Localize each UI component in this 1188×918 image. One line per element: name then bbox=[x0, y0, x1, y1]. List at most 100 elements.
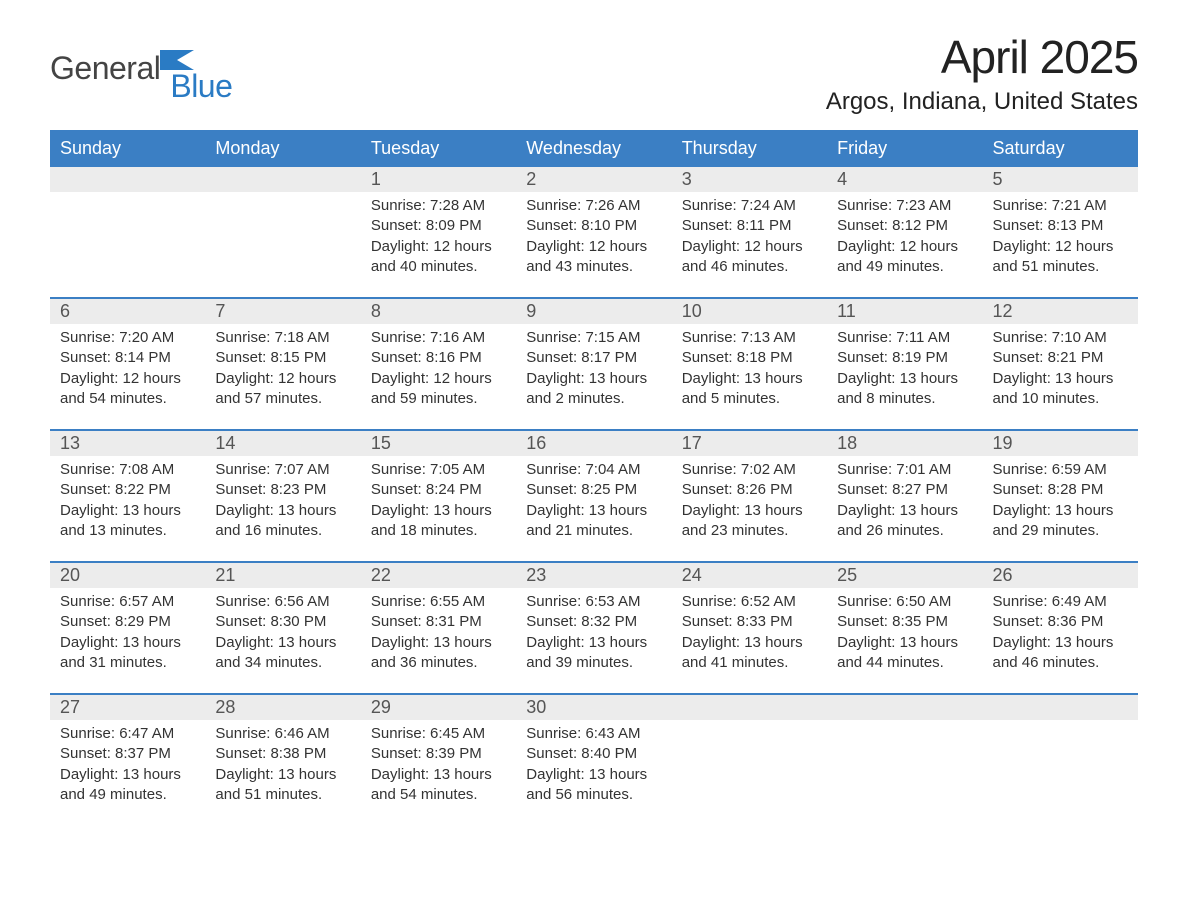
sunrise-text: Sunrise: 7:15 AM bbox=[526, 328, 661, 348]
day-number: 10 bbox=[672, 299, 827, 324]
dl2-text: and 54 minutes. bbox=[371, 785, 506, 805]
day-number: 24 bbox=[672, 563, 827, 588]
day-content: Sunrise: 7:10 AMSunset: 8:21 PMDaylight:… bbox=[983, 324, 1138, 419]
day-content: Sunrise: 7:28 AMSunset: 8:09 PMDaylight:… bbox=[361, 192, 516, 287]
day-content: Sunrise: 7:16 AMSunset: 8:16 PMDaylight:… bbox=[361, 324, 516, 419]
day-cell bbox=[672, 695, 827, 815]
sunrise-text: Sunrise: 7:13 AM bbox=[682, 328, 817, 348]
day-number: 13 bbox=[50, 431, 205, 456]
day-content: Sunrise: 7:20 AMSunset: 8:14 PMDaylight:… bbox=[50, 324, 205, 419]
sunrise-text: Sunrise: 6:45 AM bbox=[371, 724, 506, 744]
dl1-text: Daylight: 13 hours bbox=[60, 765, 195, 785]
dl1-text: Daylight: 13 hours bbox=[526, 501, 661, 521]
dl2-text: and 56 minutes. bbox=[526, 785, 661, 805]
day-content: Sunrise: 7:24 AMSunset: 8:11 PMDaylight:… bbox=[672, 192, 827, 287]
sunrise-text: Sunrise: 6:47 AM bbox=[60, 724, 195, 744]
dl1-text: Daylight: 12 hours bbox=[371, 237, 506, 257]
weekday-header: Wednesday bbox=[516, 130, 671, 167]
weekday-header: Tuesday bbox=[361, 130, 516, 167]
weekday-header: Saturday bbox=[983, 130, 1138, 167]
sunrise-text: Sunrise: 7:20 AM bbox=[60, 328, 195, 348]
day-cell: 6Sunrise: 7:20 AMSunset: 8:14 PMDaylight… bbox=[50, 299, 205, 419]
day-cell: 23Sunrise: 6:53 AMSunset: 8:32 PMDayligh… bbox=[516, 563, 671, 683]
day-number: 30 bbox=[516, 695, 671, 720]
dl1-text: Daylight: 13 hours bbox=[837, 633, 972, 653]
day-content: Sunrise: 7:23 AMSunset: 8:12 PMDaylight:… bbox=[827, 192, 982, 287]
dl2-text: and 18 minutes. bbox=[371, 521, 506, 541]
dl1-text: Daylight: 13 hours bbox=[526, 369, 661, 389]
sunrise-text: Sunrise: 7:23 AM bbox=[837, 196, 972, 216]
day-content: Sunrise: 7:01 AMSunset: 8:27 PMDaylight:… bbox=[827, 456, 982, 551]
day-content: Sunrise: 7:08 AMSunset: 8:22 PMDaylight:… bbox=[50, 456, 205, 551]
dl1-text: Daylight: 13 hours bbox=[993, 369, 1128, 389]
sunrise-text: Sunrise: 7:18 AM bbox=[215, 328, 350, 348]
page-header: General Blue April 2025 Argos, Indiana, … bbox=[50, 30, 1138, 116]
sunset-text: Sunset: 8:28 PM bbox=[993, 480, 1128, 500]
logo-text-general: General bbox=[50, 50, 160, 87]
dl2-text: and 29 minutes. bbox=[993, 521, 1128, 541]
dl1-text: Daylight: 13 hours bbox=[371, 765, 506, 785]
day-content: Sunrise: 6:43 AMSunset: 8:40 PMDaylight:… bbox=[516, 720, 671, 815]
sunrise-text: Sunrise: 7:21 AM bbox=[993, 196, 1128, 216]
sunset-text: Sunset: 8:09 PM bbox=[371, 216, 506, 236]
day-content: Sunrise: 7:05 AMSunset: 8:24 PMDaylight:… bbox=[361, 456, 516, 551]
day-number: 20 bbox=[50, 563, 205, 588]
title-block: April 2025 Argos, Indiana, United States bbox=[826, 30, 1138, 116]
sunrise-text: Sunrise: 7:28 AM bbox=[371, 196, 506, 216]
weekday-header-row: Sunday Monday Tuesday Wednesday Thursday… bbox=[50, 130, 1138, 167]
day-content: Sunrise: 7:18 AMSunset: 8:15 PMDaylight:… bbox=[205, 324, 360, 419]
week-row: 20Sunrise: 6:57 AMSunset: 8:29 PMDayligh… bbox=[50, 561, 1138, 683]
sunrise-text: Sunrise: 7:05 AM bbox=[371, 460, 506, 480]
sunrise-text: Sunrise: 6:56 AM bbox=[215, 592, 350, 612]
day-cell: 11Sunrise: 7:11 AMSunset: 8:19 PMDayligh… bbox=[827, 299, 982, 419]
day-cell: 29Sunrise: 6:45 AMSunset: 8:39 PMDayligh… bbox=[361, 695, 516, 815]
dl2-text: and 41 minutes. bbox=[682, 653, 817, 673]
day-cell: 2Sunrise: 7:26 AMSunset: 8:10 PMDaylight… bbox=[516, 167, 671, 287]
day-number: 27 bbox=[50, 695, 205, 720]
day-number: 29 bbox=[361, 695, 516, 720]
day-content bbox=[672, 720, 827, 810]
dl2-text: and 23 minutes. bbox=[682, 521, 817, 541]
sunset-text: Sunset: 8:14 PM bbox=[60, 348, 195, 368]
dl2-text: and 51 minutes. bbox=[215, 785, 350, 805]
sunset-text: Sunset: 8:30 PM bbox=[215, 612, 350, 632]
sunrise-text: Sunrise: 7:16 AM bbox=[371, 328, 506, 348]
day-content: Sunrise: 6:46 AMSunset: 8:38 PMDaylight:… bbox=[205, 720, 360, 815]
day-number: 11 bbox=[827, 299, 982, 324]
day-content: Sunrise: 6:47 AMSunset: 8:37 PMDaylight:… bbox=[50, 720, 205, 815]
sunset-text: Sunset: 8:10 PM bbox=[526, 216, 661, 236]
dl1-text: Daylight: 13 hours bbox=[682, 501, 817, 521]
calendar: Sunday Monday Tuesday Wednesday Thursday… bbox=[50, 130, 1138, 815]
dl1-text: Daylight: 13 hours bbox=[60, 633, 195, 653]
sunrise-text: Sunrise: 6:43 AM bbox=[526, 724, 661, 744]
sunset-text: Sunset: 8:23 PM bbox=[215, 480, 350, 500]
day-cell: 21Sunrise: 6:56 AMSunset: 8:30 PMDayligh… bbox=[205, 563, 360, 683]
dl1-text: Daylight: 12 hours bbox=[215, 369, 350, 389]
day-content: Sunrise: 6:56 AMSunset: 8:30 PMDaylight:… bbox=[205, 588, 360, 683]
day-number: 7 bbox=[205, 299, 360, 324]
dl1-text: Daylight: 12 hours bbox=[837, 237, 972, 257]
sunrise-text: Sunrise: 6:55 AM bbox=[371, 592, 506, 612]
day-content bbox=[983, 720, 1138, 810]
location-subtitle: Argos, Indiana, United States bbox=[826, 88, 1138, 116]
day-number: 26 bbox=[983, 563, 1138, 588]
day-cell: 25Sunrise: 6:50 AMSunset: 8:35 PMDayligh… bbox=[827, 563, 982, 683]
dl2-text: and 49 minutes. bbox=[60, 785, 195, 805]
dl1-text: Daylight: 12 hours bbox=[60, 369, 195, 389]
day-number: 28 bbox=[205, 695, 360, 720]
day-content: Sunrise: 6:59 AMSunset: 8:28 PMDaylight:… bbox=[983, 456, 1138, 551]
day-number bbox=[983, 695, 1138, 720]
day-number: 12 bbox=[983, 299, 1138, 324]
dl1-text: Daylight: 13 hours bbox=[526, 765, 661, 785]
day-cell: 24Sunrise: 6:52 AMSunset: 8:33 PMDayligh… bbox=[672, 563, 827, 683]
day-number: 8 bbox=[361, 299, 516, 324]
day-content: Sunrise: 6:57 AMSunset: 8:29 PMDaylight:… bbox=[50, 588, 205, 683]
day-content: Sunrise: 7:13 AMSunset: 8:18 PMDaylight:… bbox=[672, 324, 827, 419]
sunset-text: Sunset: 8:37 PM bbox=[60, 744, 195, 764]
sunset-text: Sunset: 8:35 PM bbox=[837, 612, 972, 632]
day-cell: 22Sunrise: 6:55 AMSunset: 8:31 PMDayligh… bbox=[361, 563, 516, 683]
dl2-text: and 44 minutes. bbox=[837, 653, 972, 673]
dl1-text: Daylight: 12 hours bbox=[371, 369, 506, 389]
day-number: 15 bbox=[361, 431, 516, 456]
day-cell: 16Sunrise: 7:04 AMSunset: 8:25 PMDayligh… bbox=[516, 431, 671, 551]
